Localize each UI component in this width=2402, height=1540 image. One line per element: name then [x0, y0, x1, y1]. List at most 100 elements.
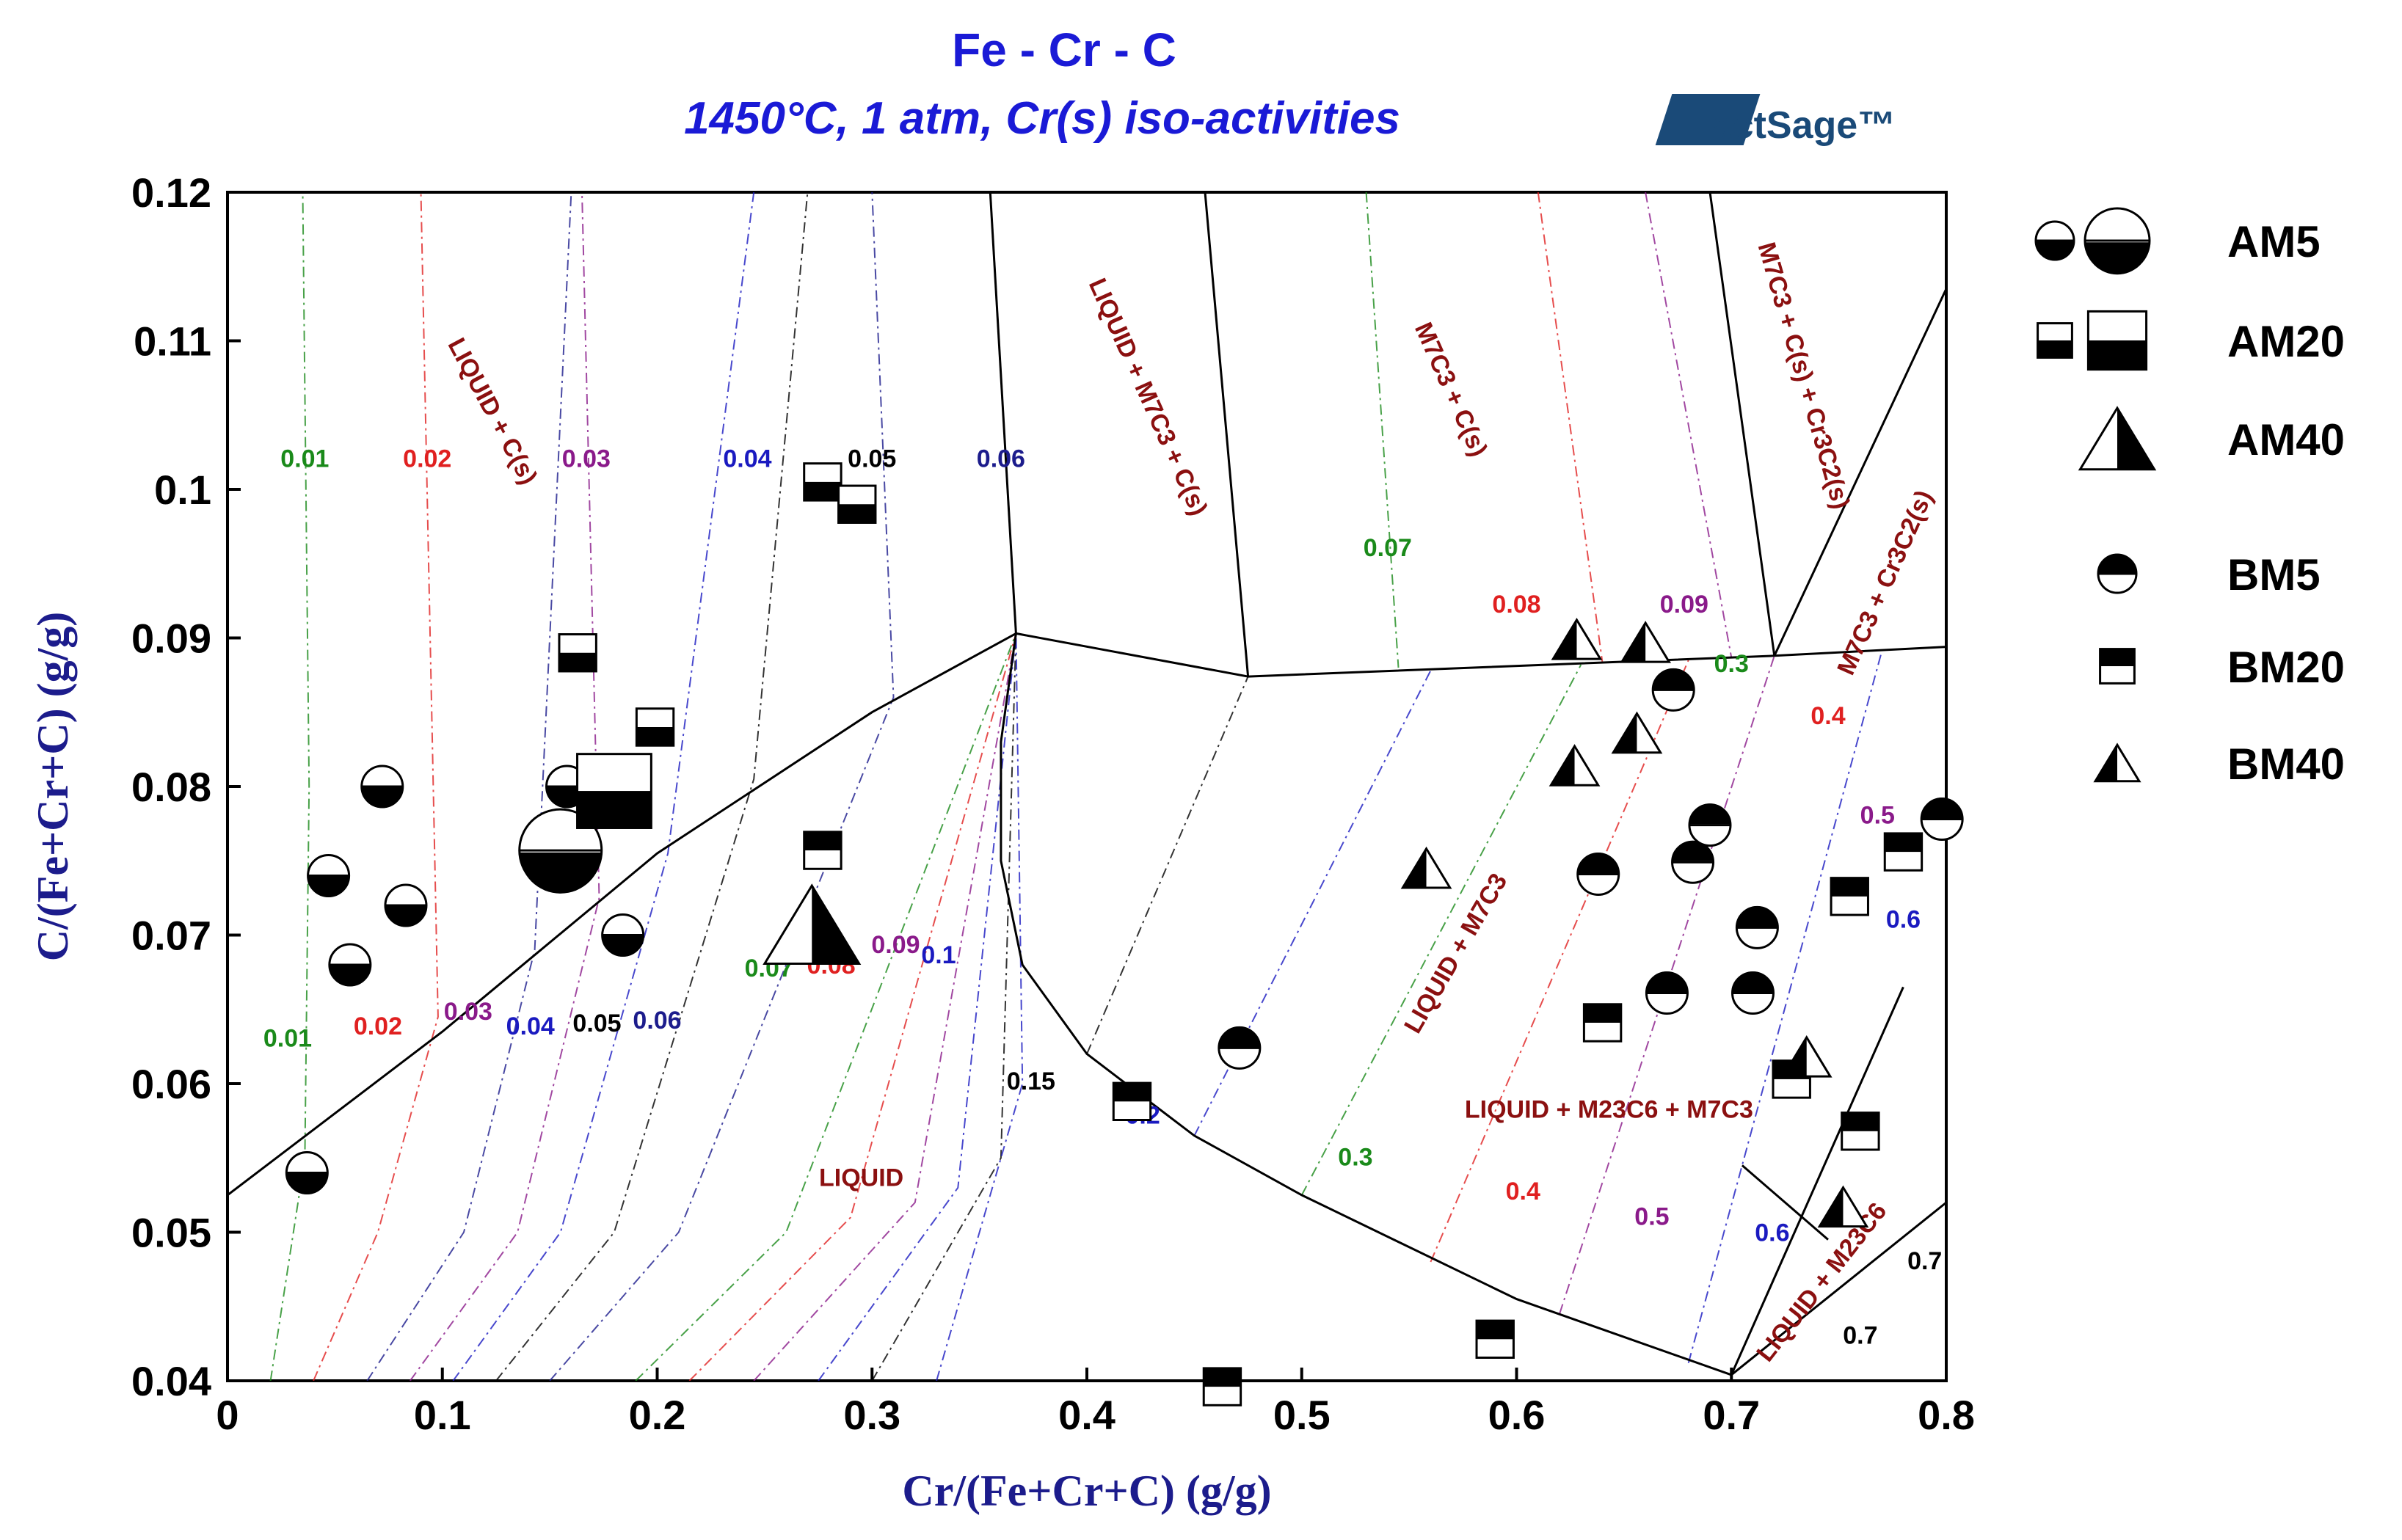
iso-activity-label: 0.07: [1364, 534, 1412, 562]
marker-bm5: [1576, 852, 1620, 896]
iso-activity-label: 0.4: [1506, 1178, 1540, 1205]
phase-boundary-liquidus-c-side: [228, 632, 1017, 1197]
iso-activity-label: 0.6: [1886, 905, 1921, 933]
marker-am5: [307, 854, 351, 897]
marker-am5: [601, 913, 645, 957]
iso-activity-line: [1430, 660, 1689, 1263]
legend-marker-large: [2078, 406, 2157, 471]
iso-activity-label: 0.03: [562, 445, 611, 473]
iso-activity-label: 0.02: [403, 445, 451, 473]
factsage-logo: FactSage™: [1655, 94, 1896, 147]
marker-am20: [576, 753, 652, 829]
y-tick-label: 0.05: [131, 1210, 211, 1256]
phase-boundary-tie-4: [1773, 288, 1946, 657]
marker-am5: [518, 808, 603, 894]
logo-text: FactSage™: [1688, 104, 1896, 147]
marker-bm40: [1400, 846, 1452, 889]
y-tick-label: 0.04: [131, 1358, 211, 1404]
x-axis-label: Cr/(Fe+Cr+C) (g/g): [902, 1467, 1271, 1515]
marker-bm40: [1551, 618, 1603, 660]
legend-marker-small: [2037, 322, 2073, 359]
marker-am40: [763, 883, 862, 966]
phase-boundary-liquidus-m7c3-side: [1000, 633, 1732, 1376]
iso-activity-label: 0.15: [1007, 1068, 1055, 1095]
legend-label: AM20: [2227, 317, 2345, 366]
iso-activity-line: [452, 192, 755, 1381]
iso-activity-label: 0.1: [921, 941, 956, 969]
x-axis: 0 0.1 0.2 0.3 0.4 0.5 0.6 0.7 0.8: [216, 1368, 1975, 1438]
legend-label: BM5: [2227, 550, 2321, 599]
iso-activity-label: 0.7: [1907, 1247, 1942, 1275]
marker-am20: [635, 707, 675, 747]
marker-bm20: [1112, 1081, 1152, 1121]
phase-boundary-c-m7c3-upper: [1016, 632, 1946, 678]
legend-label: AM40: [2227, 415, 2345, 464]
marker-am20: [837, 484, 877, 524]
iso-activity-lines: [269, 192, 1883, 1381]
plot-frame: [226, 191, 1948, 1382]
legend-marker-large: [2083, 207, 2151, 275]
iso-activity-line: [1687, 651, 1883, 1363]
legend-marker-small: [2093, 742, 2141, 783]
iso-activity-line: [753, 633, 1017, 1381]
marker-bm5: [1645, 971, 1689, 1015]
legend-label: BM40: [2227, 740, 2345, 789]
iso-activity-line: [1086, 676, 1249, 1054]
y-axis-label: C/(Fe+Cr+C) (g/g): [29, 612, 77, 962]
phase-region-label: LIQUID: [819, 1164, 903, 1192]
y-tick-label: 0.11: [134, 318, 211, 365]
legend-marker-small: [2034, 220, 2075, 261]
y-tick-label: 0.1: [154, 467, 211, 513]
sample-markers: [285, 462, 1964, 1406]
iso-activity-label: 0.06: [977, 445, 1025, 473]
legend-marker-large: [2086, 310, 2148, 371]
chart-subtitle: 1450°C, 1 atm, Cr(s) iso-activities: [684, 93, 1400, 144]
iso-activity-label: 0.5: [1634, 1203, 1669, 1230]
marker-bm20: [1582, 1003, 1623, 1043]
marker-am5: [328, 943, 372, 987]
iso-activity-label: 0.4: [1810, 702, 1845, 730]
iso-activity-label: 0.04: [506, 1012, 555, 1040]
marker-bm5: [1688, 803, 1732, 847]
y-tick-label: 0.12: [131, 169, 211, 216]
iso-activity-label: 0.02: [354, 1012, 402, 1040]
y-tick-label: 0.09: [131, 616, 211, 662]
iso-activity-label: 0.7: [1843, 1321, 1877, 1349]
iso-activity-line: [366, 192, 572, 1381]
phase-boundary-tie-3: [1708, 192, 1776, 657]
x-tick-label: 0.2: [629, 1392, 686, 1438]
iso-activity-label: 0.3: [1338, 1143, 1372, 1171]
iso-activity-label: 0.01: [280, 445, 329, 473]
iso-activity-line: [269, 192, 310, 1381]
legend: AM5 AM20 AM40 BM5 BM20 BM40: [2034, 207, 2345, 789]
marker-bm40: [1611, 711, 1663, 754]
marker-bm5: [1920, 798, 1964, 842]
x-tick-label: 0.7: [1703, 1392, 1760, 1438]
y-tick-label: 0.06: [131, 1061, 211, 1107]
chart-title: Fe - Cr - C: [952, 23, 1176, 76]
x-tick-label: 0: [216, 1392, 239, 1438]
legend-marker-small: [2097, 553, 2138, 594]
y-axis: 0.04 0.05 0.06 0.07 0.08 0.09 0.1 0.11 0.12: [131, 169, 241, 1404]
iso-activity-label: 0.06: [633, 1007, 681, 1034]
phase-region-label: LIQUID + M23C6 + M7C3: [1465, 1096, 1753, 1124]
phase-boundary-tie-2: [1204, 192, 1250, 677]
phase-boundary-m23c6-right: [1730, 1201, 1946, 1376]
iso-activity-line: [409, 192, 600, 1381]
marker-bm40: [1817, 1185, 1869, 1228]
iso-activity-label: 0.03: [444, 998, 492, 1026]
marker-am5: [384, 883, 428, 927]
marker-bm20: [1883, 832, 1924, 872]
y-tick-label: 0.08: [131, 764, 211, 810]
x-tick-label: 0.4: [1058, 1392, 1116, 1438]
iso-activity-label: 0.05: [848, 445, 896, 473]
phase-boundary-m23c6-left: [1730, 986, 1904, 1376]
iso-activity-line: [688, 633, 1017, 1381]
marker-bm20: [803, 831, 842, 870]
phase-boundary-tie-1: [989, 192, 1017, 634]
x-tick-label: 0.3: [843, 1392, 900, 1438]
iso-activity-label: 0.5: [1860, 802, 1895, 830]
iso-activity-line: [1300, 664, 1582, 1196]
